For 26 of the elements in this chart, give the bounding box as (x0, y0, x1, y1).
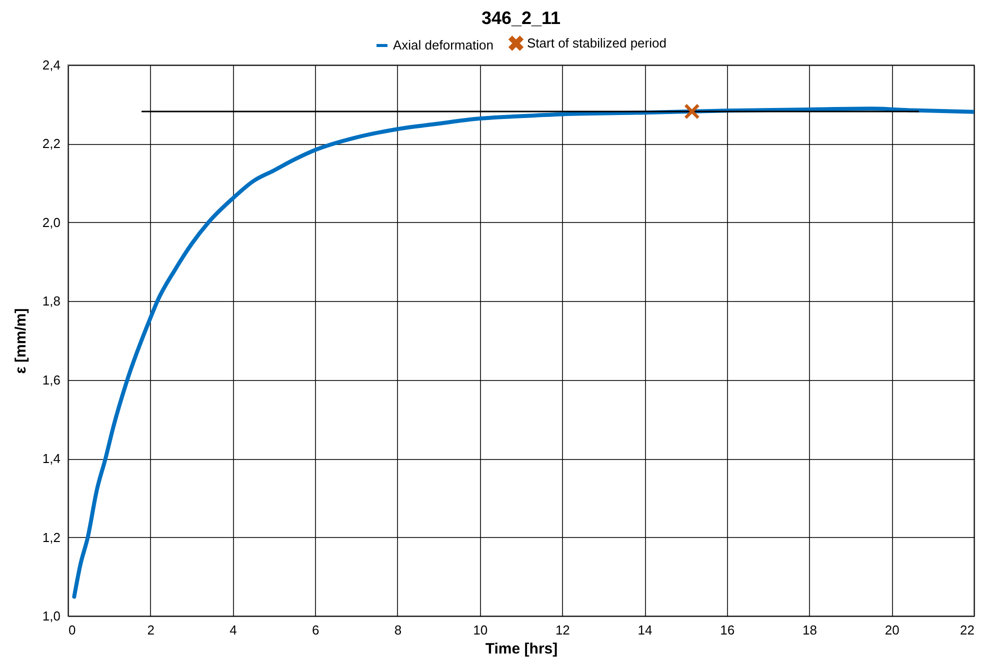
y-tick-label: 2,2 (42, 136, 60, 152)
y-tick-label: 1,6 (42, 372, 60, 388)
x-tick-label: 4 (230, 622, 237, 638)
line-series (72, 106, 974, 599)
chart-title: 346_2_11 (481, 8, 561, 28)
y-axis-title: ε [mm/m] (12, 308, 30, 374)
x-tick-label: 10 (473, 622, 488, 638)
x-tick-label: 12 (555, 622, 570, 638)
legend-label: Axial deformation (393, 38, 494, 52)
x-tick-label: 22 (960, 622, 974, 638)
x-axis-title: Time [hrs] (485, 640, 558, 658)
x-tick-label: 18 (802, 622, 818, 638)
x-tick-label: 20 (884, 622, 900, 638)
x-tick-label: 16 (720, 622, 735, 638)
y-tick-label: 1,2 (42, 530, 60, 545)
legend-label: Start of stabilized period (527, 35, 666, 50)
y-tick-label: 1,8 (42, 294, 60, 309)
y-tick-label: 1,4 (42, 451, 60, 466)
y-tick-label: 2,4 (42, 58, 60, 72)
x-tick-label: 14 (638, 622, 652, 638)
y-tick-label: 1,0 (42, 608, 60, 624)
y-tick-label: 2,0 (42, 214, 60, 230)
x-tick-label: 2 (147, 622, 154, 638)
x-tick-label: 6 (312, 622, 320, 638)
x-tick-label: 0 (68, 622, 76, 638)
x-tick-label: 8 (394, 622, 402, 638)
